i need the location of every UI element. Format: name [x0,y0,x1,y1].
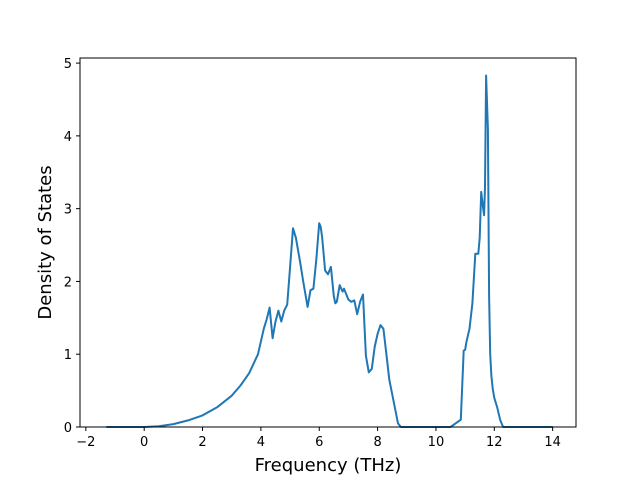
y-axis-label: Density of States [35,165,56,319]
x-axis-label: Frequency (THz) [255,455,402,476]
x-tick-label: 4 [257,435,265,450]
series-layer [106,74,553,428]
y-tick-label: 3 [64,203,72,218]
dos-series-line [106,74,553,428]
y-tick-label: 0 [64,421,72,436]
x-tick-label: 14 [544,435,561,450]
y-tick-label: 2 [64,275,72,290]
x-tick-label: 12 [486,435,503,450]
x-tick-label: 6 [315,435,323,450]
x-tick-label: 0 [140,435,148,450]
x-tick-label: 10 [428,435,445,450]
y-axis-ticks: 0 1 2 3 4 5 [64,57,80,436]
y-tick-label: 4 [64,130,72,145]
y-tick-label: 5 [64,57,72,72]
y-tick-label: 1 [64,348,72,363]
x-tick-label: 2 [198,435,206,450]
plot-frame [79,57,577,428]
x-axis-ticks: −2 0 2 4 6 8 10 12 14 [76,427,561,450]
x-tick-label: −2 [76,435,95,450]
x-tick-label: 8 [373,435,381,450]
